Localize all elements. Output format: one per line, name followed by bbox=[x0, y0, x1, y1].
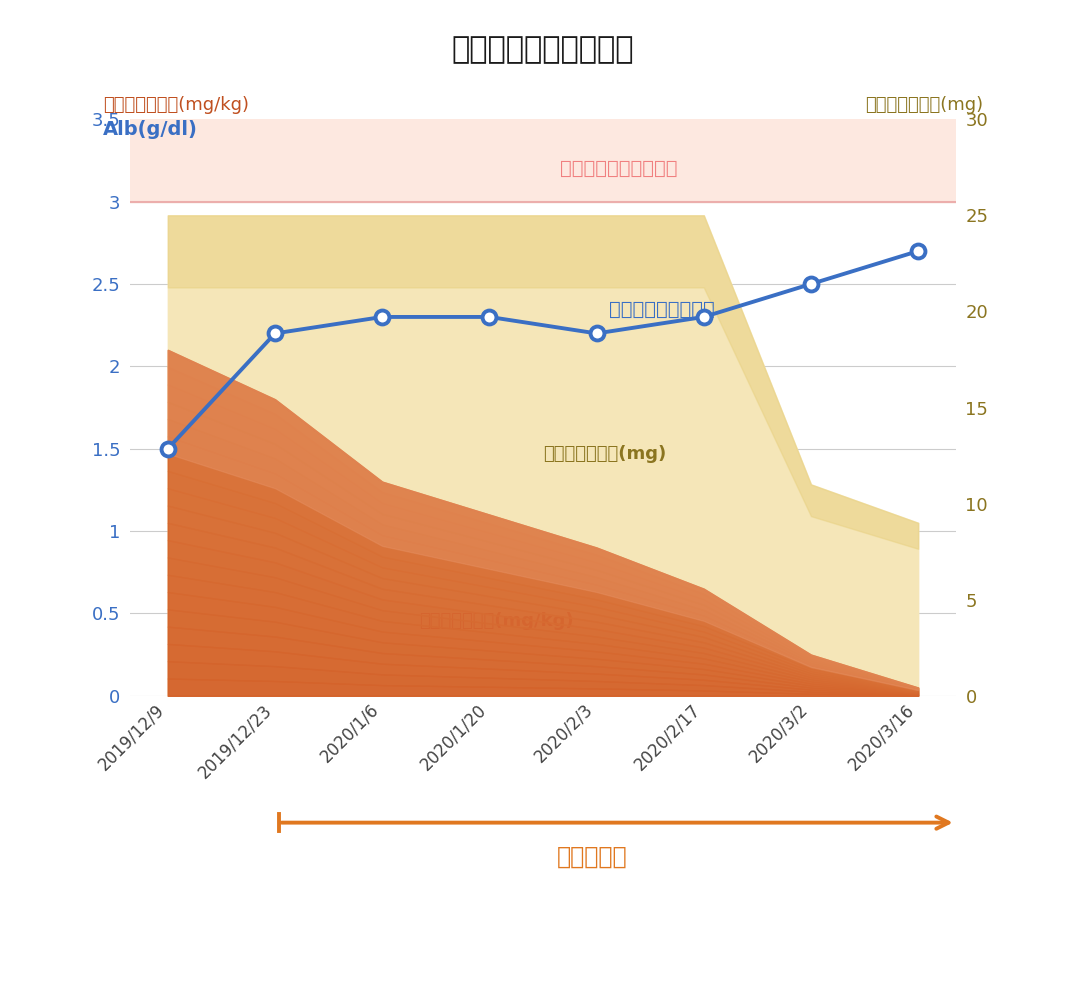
Text: 天藍ちゃんの治療経過: 天藍ちゃんの治療経過 bbox=[452, 35, 634, 64]
Text: アルブミンの基準範囲: アルブミンの基準範囲 bbox=[559, 159, 677, 178]
Text: 漢方薬治療: 漢方薬治療 bbox=[557, 845, 628, 869]
Text: シクロスポリン(mg): シクロスポリン(mg) bbox=[543, 444, 666, 462]
Bar bbox=[130, 119, 956, 202]
Text: プレドニゾロン(mg/kg): プレドニゾロン(mg/kg) bbox=[419, 612, 573, 630]
Text: シクロスポリン(mg): シクロスポリン(mg) bbox=[864, 96, 983, 114]
Text: 血中アルブミン濃度: 血中アルブミン濃度 bbox=[609, 300, 715, 319]
Text: プレドニゾロン(mg/kg): プレドニゾロン(mg/kg) bbox=[103, 96, 249, 114]
Text: Alb(g/dl): Alb(g/dl) bbox=[103, 120, 198, 139]
